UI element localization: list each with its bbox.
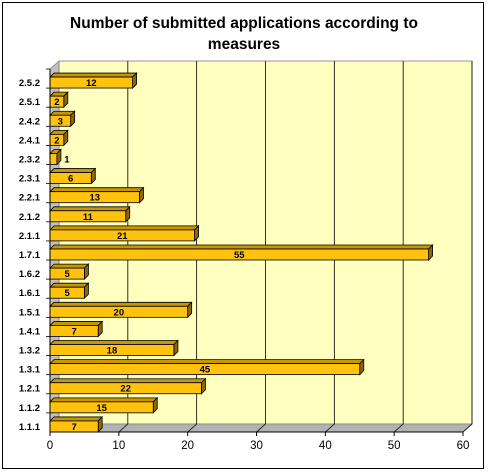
bar-top — [49, 168, 97, 173]
x-tick-label: 0 — [47, 440, 53, 452]
data-label: 2 — [54, 135, 59, 146]
category-label: 1.3.2 — [19, 346, 40, 357]
category-label: 2.5.2 — [19, 78, 40, 89]
x-tick-label: 10 — [112, 440, 125, 452]
category-label: 2.5.1 — [19, 97, 41, 108]
x-tick-label: 20 — [181, 440, 194, 452]
bar — [49, 186, 145, 204]
category-label: 1.1.1 — [19, 422, 41, 433]
bar-top — [49, 416, 104, 422]
gridline-floor — [325, 423, 335, 433]
x-tick-label: 50 — [388, 440, 401, 452]
category-label: 2.3.1 — [19, 174, 41, 185]
data-label: 6 — [68, 174, 73, 185]
category-label: 1.3.1 — [19, 365, 41, 376]
data-label: 2 — [54, 97, 59, 108]
bar — [49, 110, 76, 128]
bar — [49, 205, 131, 223]
data-label: 1 — [64, 154, 70, 165]
gridline-floor — [393, 423, 404, 433]
bar-top — [49, 359, 365, 365]
bar — [49, 148, 62, 166]
category-label: 2.1.2 — [19, 212, 40, 223]
category-label: 2.2.1 — [19, 193, 41, 204]
bar-top — [49, 397, 159, 403]
bar — [49, 129, 69, 147]
data-label: 13 — [89, 193, 100, 204]
x-tick-label: 30 — [250, 440, 263, 452]
bar — [49, 320, 104, 338]
category-label: 1.7.1 — [19, 250, 41, 261]
bar-top — [49, 282, 90, 288]
bar — [49, 358, 365, 376]
category-label: 1.6.2 — [19, 269, 40, 280]
category-label: 2.3.2 — [19, 154, 40, 165]
category-label: 1.1.2 — [19, 403, 40, 414]
data-label: 5 — [65, 288, 71, 299]
category-label: 1.6.1 — [19, 288, 41, 299]
bar-front — [49, 153, 58, 165]
bar-top — [49, 340, 179, 345]
data-label: 7 — [71, 422, 76, 433]
data-label: 11 — [83, 212, 94, 223]
axes — [46, 68, 464, 436]
bar — [49, 339, 179, 357]
data-label: 3 — [58, 116, 63, 127]
data-label: 22 — [120, 384, 131, 395]
category-label: 1.2.1 — [19, 384, 41, 395]
gridline-floor — [118, 423, 129, 433]
x-tick-label: 60 — [457, 440, 470, 452]
bar — [49, 224, 200, 242]
bar — [49, 91, 69, 109]
category-label: 1.4.1 — [19, 326, 41, 337]
data-label: 45 — [200, 365, 211, 376]
bar-top — [49, 244, 434, 250]
gridline-floor — [256, 423, 266, 433]
category-label: 2.4.2 — [19, 116, 40, 127]
bar-top — [49, 187, 145, 193]
x-tick-label: 40 — [319, 440, 332, 452]
bar — [49, 415, 104, 433]
data-label: 18 — [107, 346, 118, 357]
bar-top — [49, 206, 131, 212]
bar-top — [49, 263, 90, 269]
bar — [49, 396, 159, 414]
data-label: 20 — [114, 307, 125, 318]
bar-top — [49, 225, 200, 231]
y-axis-categories: 2.5.2 2.5.1 2.4.2 2.4.1 2.3.2 2.3.1 2.2.1 2.1.2… — [19, 78, 41, 433]
category-label: 2.4.1 — [19, 135, 41, 146]
data-label: 12 — [86, 78, 97, 89]
bar-top — [49, 301, 193, 307]
bar — [49, 263, 90, 281]
bar — [49, 72, 138, 90]
bar-top — [49, 321, 104, 326]
gridline-floor — [462, 423, 473, 433]
x-axis-ticks: 0 10 20 30 40 50 60 — [47, 440, 470, 452]
chart-title: Number of submitted applications accordi… — [70, 15, 418, 53]
data-label: 21 — [117, 231, 128, 242]
data-label: 55 — [234, 250, 245, 261]
bar — [49, 377, 207, 395]
data-label: 15 — [96, 403, 107, 414]
data-label: 7 — [71, 326, 76, 337]
gridline-floor — [187, 423, 197, 433]
category-label: 1.5.1 — [19, 307, 41, 318]
data-label: 5 — [65, 269, 71, 280]
category-label: 2.1.1 — [19, 231, 41, 242]
bar-top — [49, 72, 138, 78]
bar-top — [49, 378, 207, 384]
